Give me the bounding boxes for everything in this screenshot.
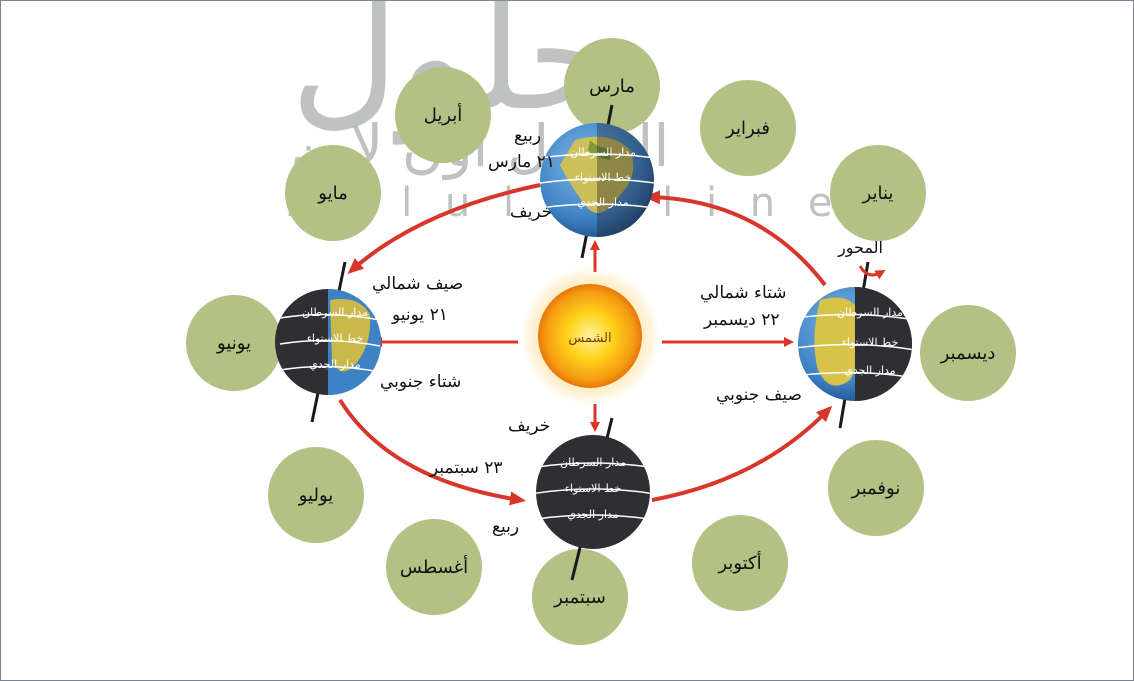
earth-june-cancer-label: مدار السرطان [302,306,368,319]
earth-march-cancer-label: مدار السرطان [570,146,636,159]
rotation-arrow-icon [858,265,886,280]
month-april-label: أبريل [423,104,463,126]
earth-september-cancer-label: مدار السرطان [560,456,626,469]
month-january-label: يناير [862,182,894,204]
sun [520,266,660,406]
month-february: فبراير [700,80,796,176]
earth-march [540,104,654,259]
month-june: يونيو [186,295,282,391]
month-november-label: نوفمبر [851,477,901,499]
label-date-december: ٢٢ ديسمبر [704,310,780,330]
label-south-summer: صيف جنوبي [716,385,802,405]
earth-december-capricorn-label: مدار الجدي [844,364,896,377]
month-june-label: يونيو [216,332,252,354]
earth-september [536,417,650,581]
label-spring-top: ربيع [514,126,542,146]
orbit-path [338,183,833,506]
month-september-label: سبتمبر [554,586,606,608]
month-october-label: أكتوبر [718,552,762,574]
month-may-label: مايو [318,182,348,204]
label-spring-bottom: ربيع [492,517,520,537]
label-north-winter: شتاء شمالي [700,283,787,303]
label-north-summer: صيف شمالي [372,274,464,294]
earth-march-equator-label: خط الاستواء [575,171,632,184]
earth-september-equator-label: خط الاستواء [565,482,622,495]
month-september: سبتمبر [532,549,628,645]
month-march-label: مارس [589,75,635,97]
sun-label: الشمس [568,331,611,346]
label-axis: المحور [838,238,883,257]
label-date-september: ٢٣ سبتمبر [430,458,503,478]
label-south-winter: شتاء جنوبي [380,372,462,392]
month-january: يناير [830,145,926,241]
month-december-label: ديسمبر [940,342,996,364]
label-date-june: ٢١ يونيو [392,305,448,325]
month-august-label: أغسطس [399,556,469,578]
earth-december [798,261,912,429]
earth-march-capricorn-label: مدار الجدي [577,196,629,209]
label-autumn-top: خريف [510,202,553,222]
earth-september-capricorn-label: مدار الجدي [567,508,619,521]
month-march: مارس [564,38,660,134]
month-august: أغسطس [386,519,482,615]
earth-december-cancer-label: مدار السرطان [837,306,903,319]
month-july-label: يوليو [298,484,334,506]
earth-december-equator-label: خط الاستواء [842,336,899,349]
label-date-march: ٢١ مارس [488,152,555,172]
month-february-label: فبراير [726,117,770,139]
earth-june-equator-label: خط الاستواء [307,332,364,345]
month-july: يوليو [268,447,364,543]
month-october: أكتوبر [692,515,788,611]
month-april: أبريل [395,67,491,163]
month-may: مايو [285,145,381,241]
earth-june-capricorn-label: مدار الجدي [309,358,361,371]
label-autumn-bottom: خريف [508,416,551,436]
month-november: نوفمبر [828,440,924,536]
month-december: ديسمبر [920,305,1016,401]
